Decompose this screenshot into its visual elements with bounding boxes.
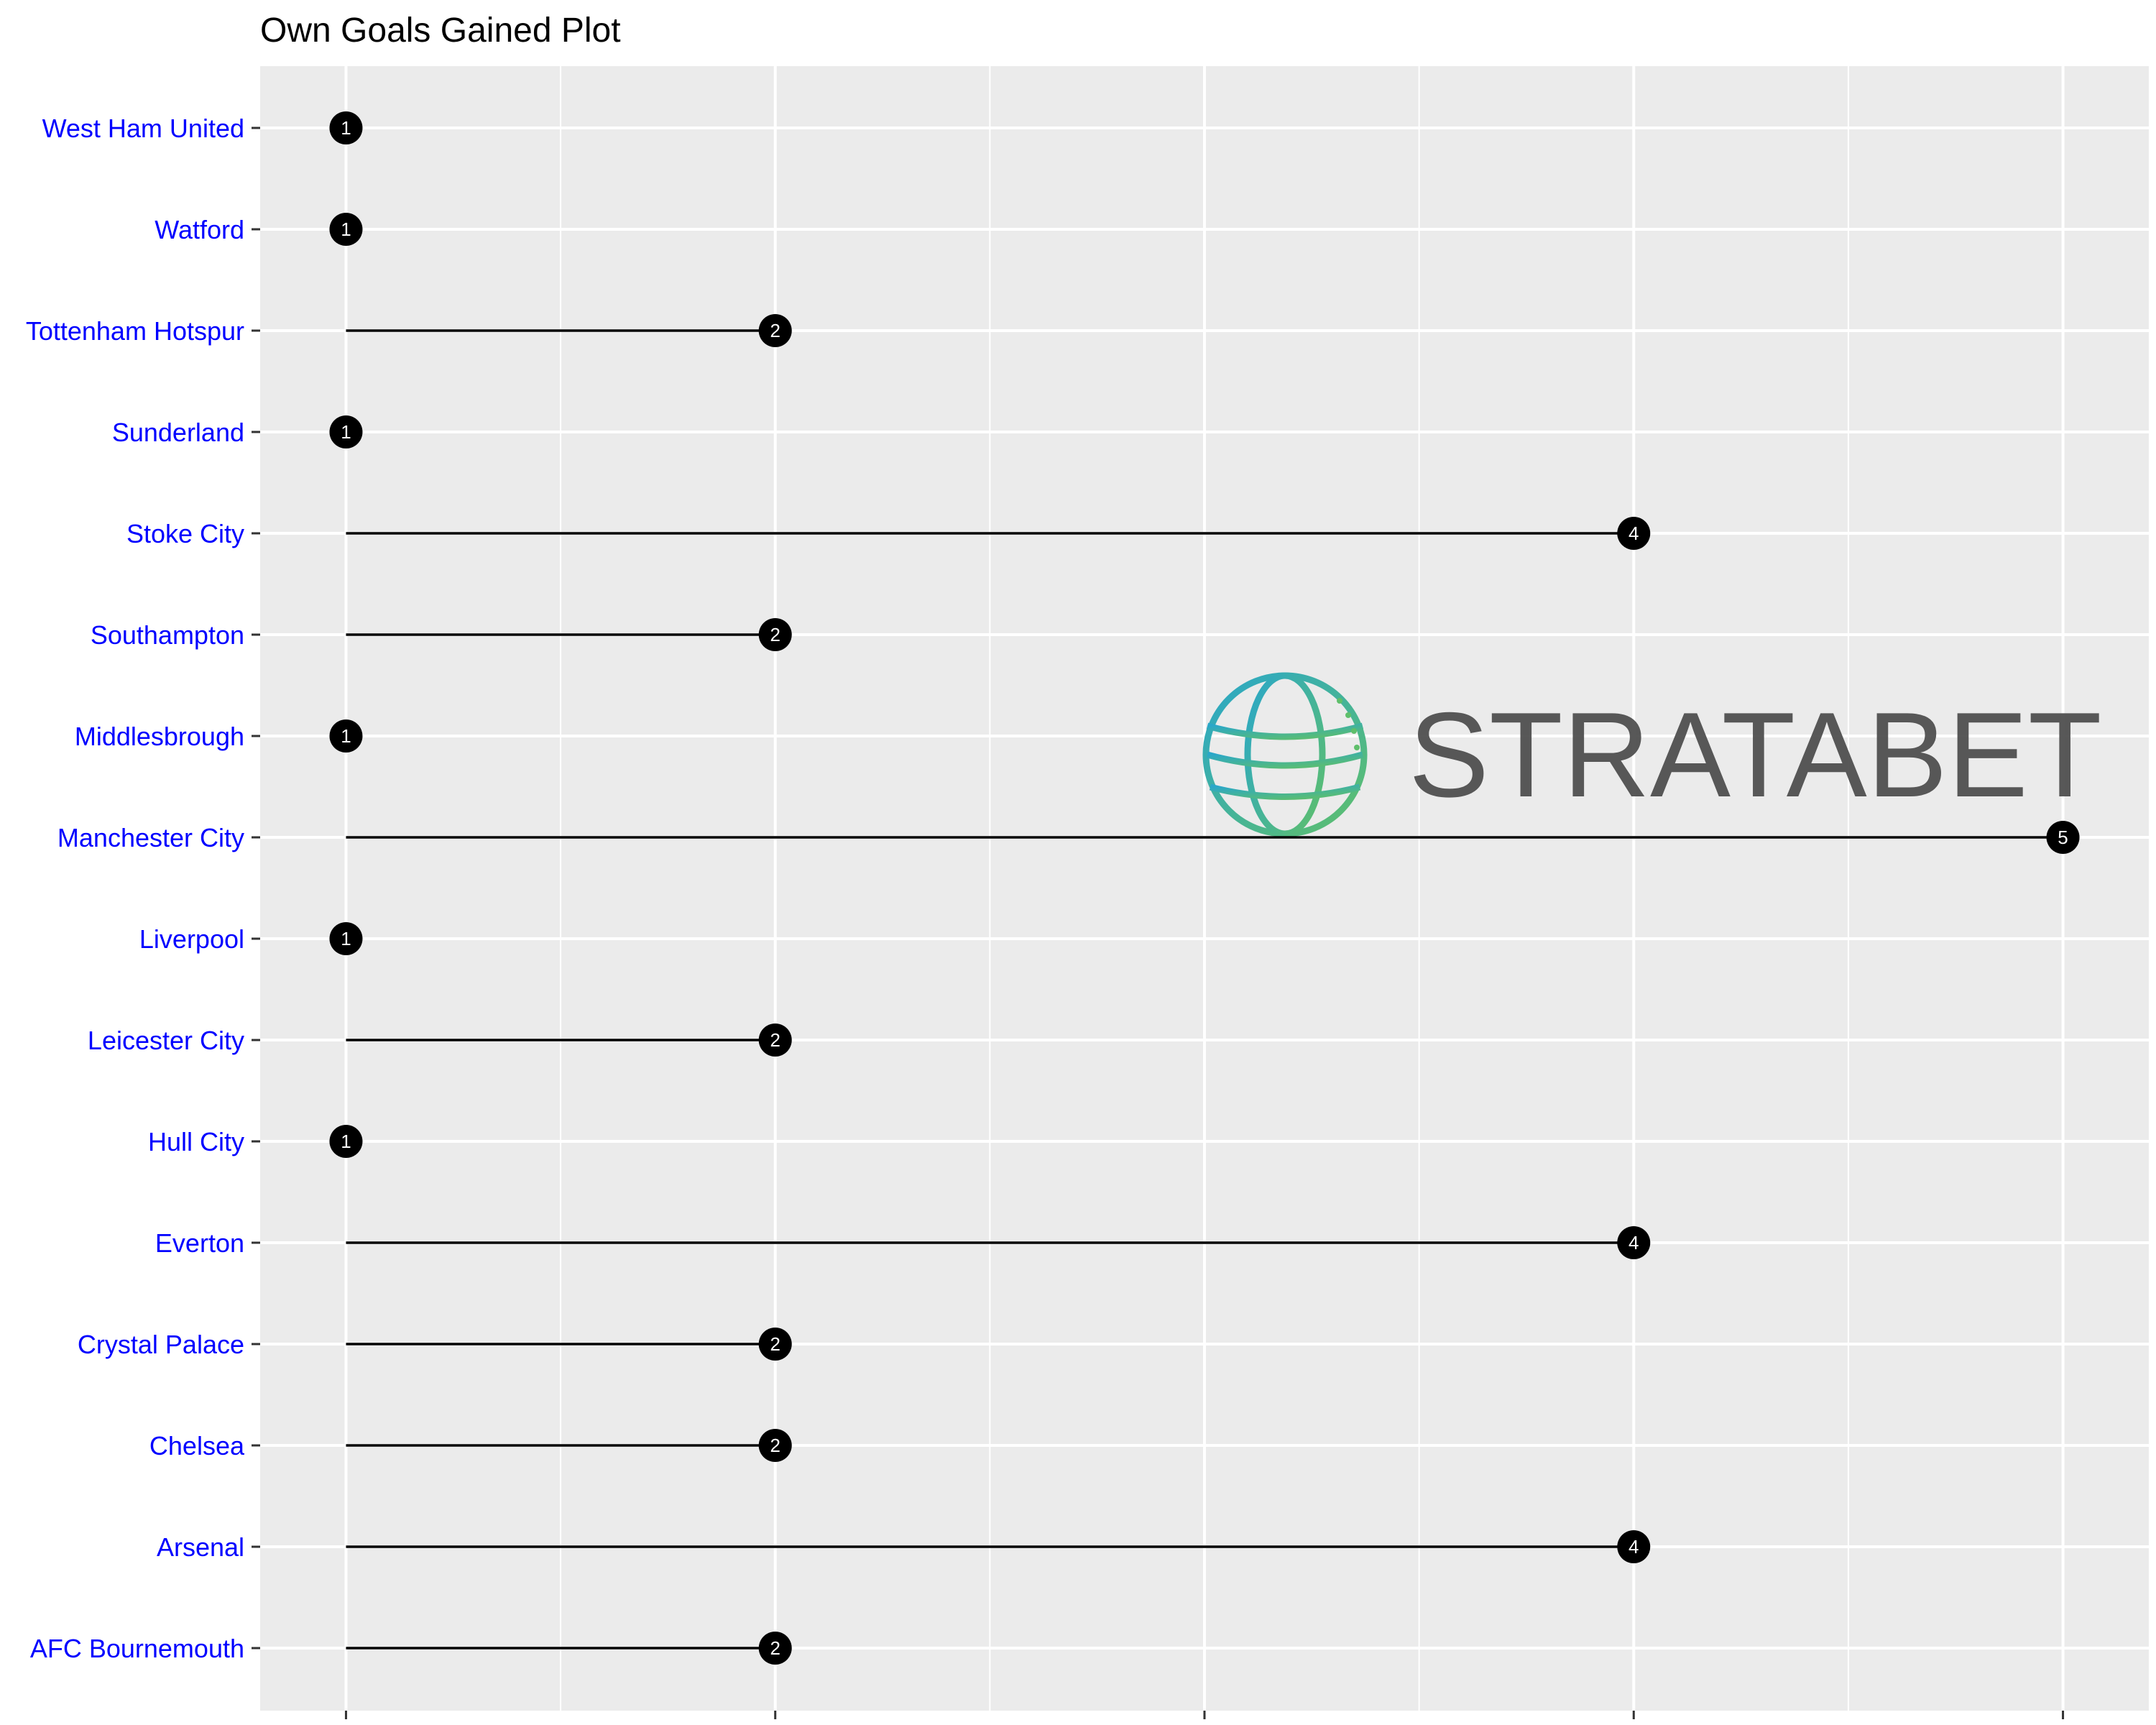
lollipop-point bbox=[329, 415, 363, 448]
stratabet-watermark: STRATABET bbox=[1202, 672, 2102, 837]
lollipop-point bbox=[329, 719, 363, 753]
lollipop-point bbox=[758, 1328, 792, 1361]
lollipop-point bbox=[329, 111, 363, 144]
y-tick-label: Manchester City bbox=[57, 823, 244, 852]
lollipop-point bbox=[1617, 517, 1651, 550]
point-value-label: 2 bbox=[770, 1637, 780, 1659]
y-tick-label: Liverpool bbox=[139, 924, 244, 954]
lollipop-point bbox=[1617, 1226, 1651, 1259]
y-tick-label: Leicester City bbox=[88, 1026, 244, 1055]
y-tick-label: Middlesbrough bbox=[75, 722, 244, 751]
point-value-label: 1 bbox=[341, 218, 351, 240]
axes: West Ham United Watford Tottenham Hotspur S… bbox=[26, 114, 2065, 1719]
point-value-label: 1 bbox=[341, 1131, 351, 1152]
y-tick-label: AFC Bournemouth bbox=[30, 1634, 244, 1663]
y-tick-label: Everton bbox=[155, 1228, 244, 1258]
lollipop-point bbox=[758, 314, 792, 347]
y-tick-label: Chelsea bbox=[149, 1431, 245, 1460]
y-tick-label: Watford bbox=[155, 215, 244, 244]
lollipop-point bbox=[758, 1024, 792, 1057]
y-tick-label: Southampton bbox=[91, 620, 244, 650]
lollipop-point bbox=[2046, 821, 2080, 854]
point-value-label: 5 bbox=[2058, 827, 2068, 848]
y-tick-label: Crystal Palace bbox=[78, 1330, 244, 1359]
lollipop-point bbox=[758, 618, 792, 651]
point-value-label: 1 bbox=[341, 725, 351, 747]
y-tick-label: Tottenham Hotspur bbox=[26, 316, 244, 346]
lollipop-point bbox=[1617, 1530, 1651, 1563]
point-value-label: 2 bbox=[770, 320, 780, 341]
lollipop-point bbox=[329, 213, 363, 246]
point-value-label: 1 bbox=[341, 421, 351, 443]
data-marks: 1 1 2 1 4 2 1 5 1 2 1 4 2 2 4 2 bbox=[329, 111, 2080, 1665]
y-tick-label: West Ham United bbox=[42, 114, 244, 143]
watermark-text: STRATABET bbox=[1409, 687, 2102, 822]
lollipop-point bbox=[758, 1429, 792, 1462]
y-tick-label: Arsenal bbox=[157, 1532, 244, 1562]
point-value-label: 1 bbox=[341, 117, 351, 139]
chart-title: Own Goals Gained Plot bbox=[260, 12, 621, 50]
y-tick-label: Sunderland bbox=[112, 418, 244, 447]
point-value-label: 2 bbox=[770, 1333, 780, 1355]
lollipop-point bbox=[329, 1125, 363, 1158]
y-tick-label: Stoke City bbox=[126, 519, 244, 548]
point-value-label: 4 bbox=[1628, 1232, 1639, 1254]
point-value-label: 4 bbox=[1628, 523, 1639, 544]
y-tick-label: Hull City bbox=[148, 1127, 244, 1156]
globe-icon bbox=[1202, 672, 1368, 837]
grid-lines bbox=[260, 66, 2149, 1711]
lollipop-point bbox=[329, 922, 363, 955]
point-value-label: 4 bbox=[1628, 1536, 1639, 1558]
lollipop-point bbox=[758, 1632, 792, 1665]
point-value-label: 2 bbox=[770, 1029, 780, 1051]
point-value-label: 1 bbox=[341, 928, 351, 949]
point-value-label: 2 bbox=[770, 624, 780, 645]
point-value-label: 2 bbox=[770, 1435, 780, 1456]
